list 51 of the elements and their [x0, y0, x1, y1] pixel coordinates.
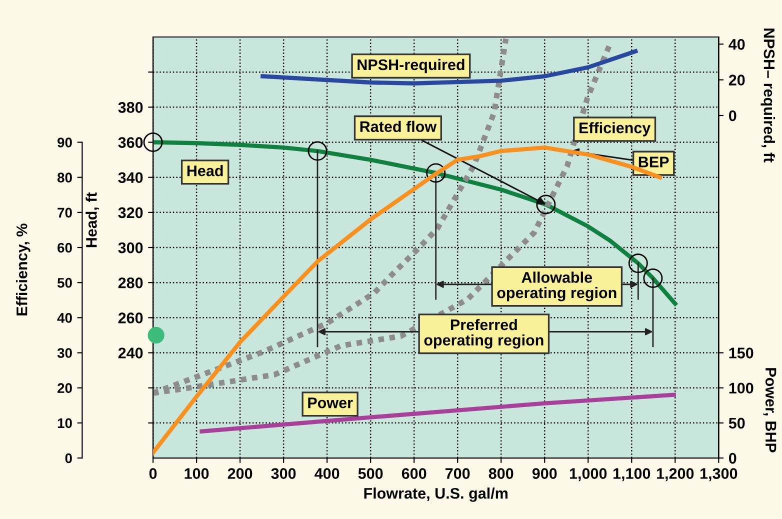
x-tick-label: 300: [271, 468, 296, 479]
y2-tick-label: 20: [728, 74, 745, 86]
y2-axis-title: NPSH– required, ft: [760, 28, 775, 162]
y-axis-title: Head, ft: [86, 192, 100, 248]
y-tick-label: 320: [118, 207, 143, 218]
y3-tick-label: 40: [57, 313, 72, 323]
y3-tick-label: 90: [58, 138, 72, 148]
series-label: Head: [187, 165, 223, 176]
y-tick-label: 240: [118, 348, 143, 358]
x-tick-label: 1,200: [656, 468, 694, 482]
y3-tick-label: 50: [57, 278, 72, 288]
series-label: Efficiency: [580, 122, 651, 136]
y-tick-label: 260: [118, 312, 143, 324]
y3-tick-label: 70: [58, 208, 72, 218]
y3-axis-title: Efficiency, %: [16, 224, 30, 316]
x-tick-label: 1,000: [570, 468, 607, 482]
annotation: BEP: [638, 156, 669, 168]
annotation: Allowable operating region: [497, 272, 616, 302]
series-label: Power: [308, 398, 353, 408]
y-tick-label: 360: [118, 137, 143, 148]
y-tick-label: 100: [729, 382, 754, 394]
y-tick-label: 340: [118, 172, 143, 184]
y-tick-label: 300: [118, 242, 143, 254]
annotation: Rated flow: [360, 120, 437, 132]
y3-tick-label: 10: [58, 418, 72, 428]
x-tick-label: 100: [184, 468, 209, 479]
x-tick-label: 500: [358, 468, 383, 479]
x-tick-label: 0: [149, 468, 157, 479]
y3-tick-label: 80: [57, 172, 72, 183]
y-tick-label: 50: [728, 418, 745, 429]
y-tick-label: 0: [728, 452, 736, 464]
y3-tick-label: 30: [57, 348, 72, 358]
y3-tick-label: 20: [58, 383, 72, 394]
y2-tick-label: 40: [728, 39, 745, 50]
x-axis-title: Flowrate, U.S. gal/m: [364, 488, 508, 502]
x-tick-label: 800: [488, 468, 514, 479]
x-tick-label: 600: [402, 468, 426, 479]
x-tick-label: 1,300: [700, 468, 738, 482]
y3-tick-label: 0: [65, 453, 72, 464]
x-tick-label: 1,100: [613, 468, 650, 482]
series-label: NPSH-required: [358, 58, 464, 74]
annotation: Preferred operating region: [424, 318, 544, 349]
x-tick-label: 900: [532, 468, 557, 479]
x-tick-label: 400: [314, 468, 340, 479]
y-axis-title: Power, BHP: [763, 368, 776, 452]
x-tick-label: 700: [446, 468, 470, 479]
y3-tick-label: 60: [58, 242, 72, 253]
y-tick-label: 280: [118, 277, 143, 288]
y-tick-label: 380: [118, 102, 143, 113]
y-tick-label: 150: [729, 348, 754, 358]
x-tick-label: 200: [228, 468, 252, 479]
